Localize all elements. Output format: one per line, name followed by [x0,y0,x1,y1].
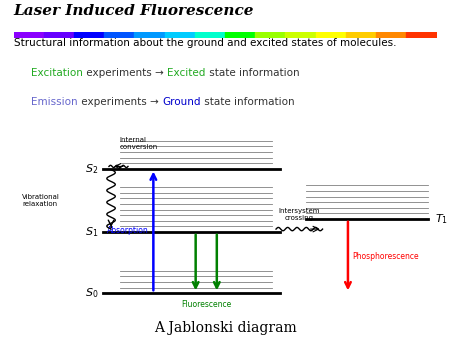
Text: Phosphorescence: Phosphorescence [352,251,419,261]
Bar [315,32,346,38]
Bar [346,32,376,38]
Text: Internal
conversion: Internal conversion [120,137,158,150]
Bar [14,32,44,38]
Text: A Jablonski diagram: A Jablonski diagram [153,321,297,335]
Bar [44,32,74,38]
Bar [225,32,255,38]
Text: Vibrational
relaxation: Vibrational relaxation [22,194,60,207]
Text: $T_1$: $T_1$ [435,212,448,226]
Bar [74,32,104,38]
Text: experiments →: experiments → [78,97,162,107]
Bar [195,32,225,38]
Text: $S_2$: $S_2$ [85,162,99,175]
Text: Intersystem
crossing: Intersystem crossing [279,208,320,221]
Text: Excitation: Excitation [32,68,83,78]
Text: state information: state information [201,97,294,107]
Text: Structural information about the ground and excited states of molecules.: Structural information about the ground … [14,38,396,48]
Bar [104,32,135,38]
Text: experiments →: experiments → [83,68,167,78]
Text: Ground: Ground [162,97,201,107]
Text: $S_0$: $S_0$ [85,286,99,300]
Bar [376,32,406,38]
Bar [165,32,195,38]
Text: Emission: Emission [32,97,78,107]
Text: Excited: Excited [167,68,206,78]
Text: $S_1$: $S_1$ [85,225,99,239]
Bar [255,32,285,38]
Text: Absorption: Absorption [108,226,149,236]
Text: Laser Induced Fluorescence: Laser Induced Fluorescence [14,4,254,18]
Text: state information: state information [206,68,299,78]
Bar [406,32,436,38]
Bar [285,32,315,38]
Bar [135,32,165,38]
Text: Fluorescence: Fluorescence [181,300,231,309]
